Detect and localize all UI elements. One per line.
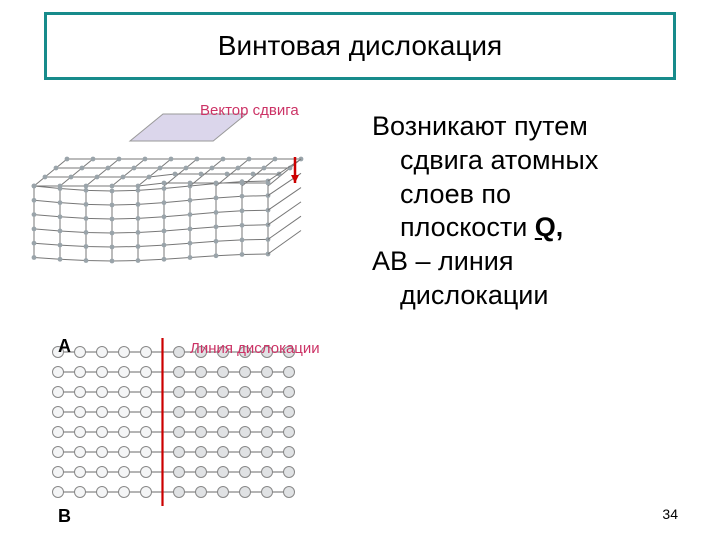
body-line: плоскости Q,	[372, 211, 692, 245]
body-line: слоев по	[372, 178, 692, 212]
dislocation-line-label: Линия дислокации	[190, 340, 320, 357]
body-line: сдвига атомных	[372, 144, 692, 178]
title-box: Винтовая дислокация	[44, 12, 676, 80]
body-line: АВ – линия	[372, 245, 692, 279]
label-b: В	[58, 506, 71, 527]
screw-dislocation-3d	[14, 96, 354, 306]
vector-label: Вектор сдвига	[200, 102, 299, 119]
body-line: дислокации	[372, 279, 692, 313]
label-a: А	[58, 336, 71, 357]
title: Винтовая дислокация	[218, 30, 502, 62]
screw-dislocation-2d	[44, 330, 324, 520]
body-line: Возникают путем	[372, 110, 692, 144]
body-text: Возникают путем сдвига атомных слоев по …	[372, 110, 692, 313]
page-number: 34	[662, 506, 678, 522]
